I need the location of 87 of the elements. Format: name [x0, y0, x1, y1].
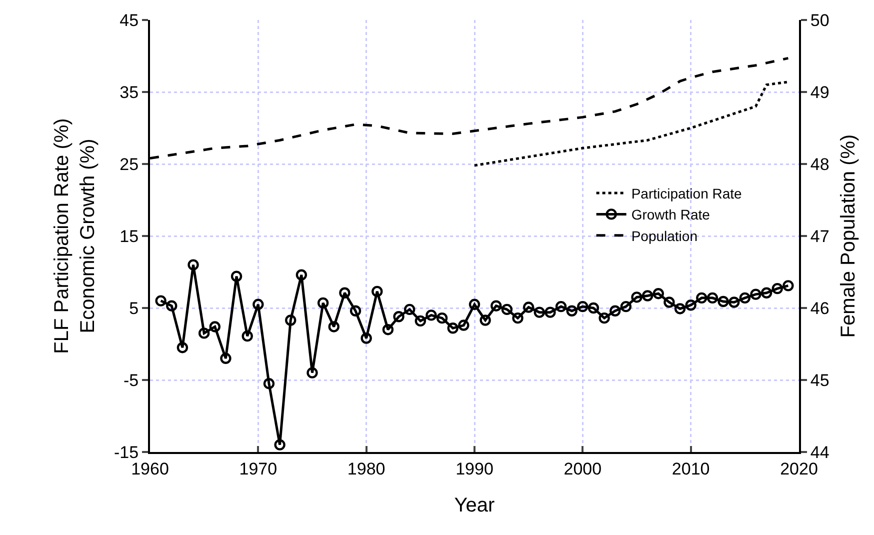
- point: [664, 296, 675, 308]
- point: [501, 304, 513, 316]
- point: [685, 300, 696, 311]
- point: [274, 439, 286, 450]
- y2-tick-label: 45: [810, 370, 830, 390]
- point: [468, 298, 480, 310]
- point: [598, 312, 610, 324]
- point: [339, 287, 350, 298]
- point: [317, 297, 329, 309]
- y-tick-label: -15: [114, 442, 139, 462]
- point: [382, 324, 394, 336]
- point: [718, 296, 729, 308]
- point: [490, 300, 502, 312]
- point: [480, 314, 491, 326]
- legend-label: Growth Rate: [631, 206, 710, 223]
- point: [750, 288, 762, 300]
- point: [555, 300, 567, 312]
- point: [436, 312, 448, 324]
- x-tick-label: 2010: [672, 459, 710, 478]
- point: [772, 282, 783, 294]
- point: [674, 303, 686, 314]
- point: [706, 292, 718, 304]
- y2-tick-label: 46: [810, 298, 830, 318]
- point: [522, 302, 534, 313]
- y2-tick-label: 44: [810, 442, 830, 462]
- y2-axis-title: Female Population (%): [837, 134, 860, 338]
- point: [252, 298, 264, 310]
- point: [393, 311, 404, 322]
- x-tick-label: 2020: [780, 459, 818, 478]
- point: [372, 286, 383, 298]
- point: [426, 310, 437, 321]
- y-tick-label: 5: [129, 298, 139, 318]
- point: [285, 314, 296, 326]
- point: [620, 300, 632, 312]
- point: [263, 378, 275, 390]
- point: [404, 304, 416, 316]
- point: [577, 300, 588, 312]
- legend-label: Participation Rate: [631, 185, 742, 202]
- point: [739, 292, 751, 304]
- y-tick-label: 35: [120, 82, 139, 102]
- x-tick-label: 1980: [347, 459, 386, 478]
- point: [588, 302, 600, 314]
- line-series: [473, 80, 790, 167]
- point: [458, 320, 470, 331]
- x-tick-label: 1960: [131, 459, 169, 478]
- point: [242, 330, 253, 342]
- point: [652, 288, 664, 300]
- legend-label: Population: [631, 228, 698, 244]
- point: [188, 259, 199, 270]
- x-tick-label: 1990: [456, 459, 494, 478]
- point: [306, 367, 318, 378]
- point: [209, 321, 220, 332]
- point: [447, 322, 458, 334]
- point: [166, 300, 178, 312]
- point: [512, 312, 524, 324]
- y-tick-label: 45: [120, 10, 139, 30]
- point: [534, 306, 545, 318]
- point: [230, 270, 242, 282]
- point: [328, 321, 340, 332]
- y-tick-label: 25: [120, 154, 139, 174]
- point: [176, 342, 188, 354]
- y-tick-label: 15: [120, 226, 139, 246]
- y2-tick-label: 47: [810, 226, 830, 246]
- point: [350, 305, 362, 316]
- point: [544, 306, 556, 318]
- point: [782, 280, 794, 292]
- point: [198, 328, 210, 339]
- y2-tick-label: 48: [810, 154, 830, 174]
- point: [220, 352, 232, 364]
- point: [155, 295, 166, 306]
- x-axis-title: Year: [454, 494, 496, 516]
- y-axis-title: FLF Participation Rate (%) Economic Growth (%): [51, 118, 100, 354]
- point: [696, 292, 708, 304]
- point: [728, 296, 740, 308]
- x-tick-label: 1970: [239, 459, 278, 478]
- point: [414, 315, 426, 327]
- point: [642, 290, 654, 302]
- point: [566, 305, 578, 316]
- point: [360, 332, 372, 344]
- y-tick-label: -5: [123, 370, 139, 390]
- point: [610, 305, 621, 316]
- y2-tick-label: 49: [810, 82, 830, 102]
- x-tick-label: 2000: [564, 459, 602, 478]
- point: [296, 269, 308, 280]
- y2-tick-label: 50: [810, 10, 830, 30]
- point: [760, 287, 772, 298]
- point: [631, 292, 642, 303]
